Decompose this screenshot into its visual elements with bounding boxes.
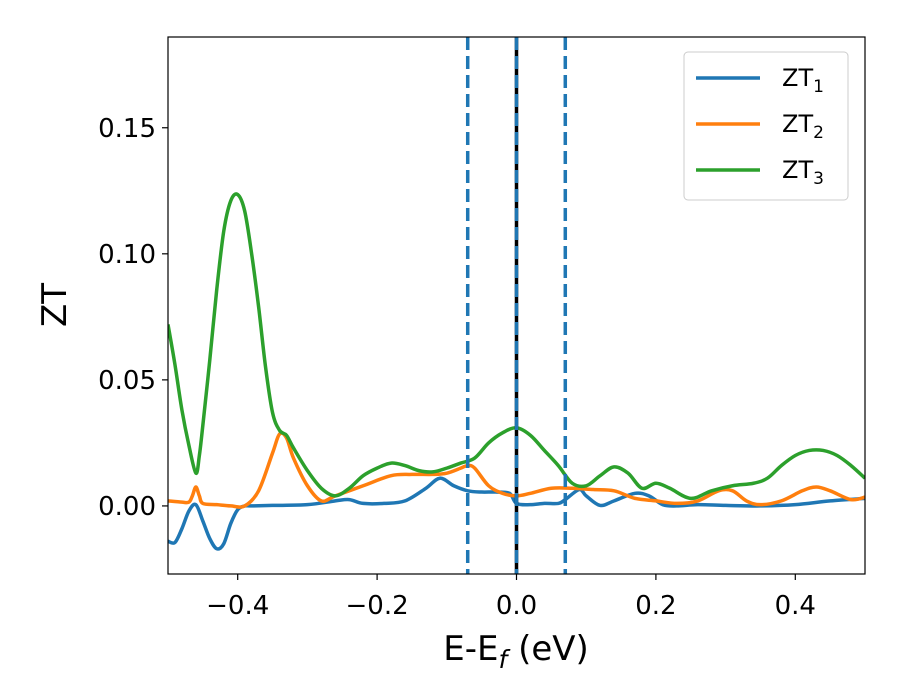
plot-lines	[168, 192, 865, 551]
x-tick-label: 0.4	[775, 591, 816, 621]
series-line-zt2	[168, 431, 865, 509]
x-tick-label: −0.2	[346, 591, 409, 621]
legend-label-zt3: ZT3	[782, 156, 824, 189]
x-tick-label: 0.0	[496, 591, 537, 621]
reference-lines	[465, 37, 568, 574]
y-axis-label: ZT	[35, 283, 75, 327]
y-tick-label: 0.15	[98, 114, 156, 144]
y-axis-ticks: 0.00 0.05 0.10 0.15	[98, 114, 168, 522]
legend: ZT1 ZT2 ZT3	[683, 51, 849, 201]
legend-label-zt1: ZT1	[782, 64, 824, 97]
legend-box	[683, 51, 849, 201]
legend-label-zt2: ZT2	[782, 110, 824, 143]
x-tick-label: 0.2	[635, 591, 676, 621]
x-tick-label: −0.4	[206, 591, 269, 621]
y-tick-label: 0.05	[98, 366, 156, 396]
x-axis-ticks: −0.4 −0.2 0.0 0.2 0.4	[206, 574, 816, 621]
series-line-zt3	[168, 192, 865, 501]
y-tick-label: 0.00	[98, 492, 156, 522]
y-tick-label: 0.10	[98, 240, 156, 270]
x-axis-label-units: (eV)	[507, 629, 589, 669]
x-axis-label: E-Ef (eV)	[443, 629, 589, 674]
